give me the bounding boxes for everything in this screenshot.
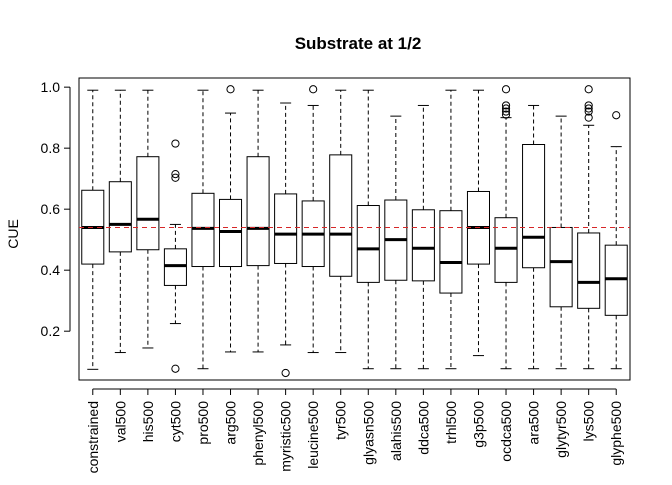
- box-iqr: [246, 156, 270, 267]
- x-tick-label: glyphe500: [608, 401, 624, 466]
- box-iqr: [439, 210, 463, 294]
- x-tick-label: myristic500: [278, 401, 294, 472]
- plot-frame: [78, 77, 631, 381]
- x-axis: constrained val500 his500 cyt500 pro500 arg50…: [85, 388, 624, 473]
- box-iqr: [577, 232, 601, 309]
- box-iqr: [329, 154, 353, 277]
- outlier-point: [584, 85, 593, 94]
- outlier-point: [584, 104, 593, 113]
- box-glyasn500: [356, 89, 380, 370]
- outlier-point: [584, 101, 593, 110]
- x-tick-label: ddca500: [415, 401, 431, 455]
- box-val500: [108, 89, 132, 354]
- outlier-point: [584, 113, 593, 122]
- x-tick-label: ocdca500: [498, 401, 514, 462]
- box-alahis500: [384, 115, 408, 370]
- y-tick-label: 0.8: [41, 140, 61, 156]
- box-iqr: [549, 226, 573, 308]
- box-phenyl500: [246, 89, 270, 353]
- box-constrained: [81, 89, 105, 370]
- box-arg500: [219, 85, 243, 353]
- chart-title: Substrate at 1/2: [295, 34, 422, 53]
- outlier-point: [171, 173, 180, 182]
- outlier-point: [501, 107, 511, 116]
- box-pro500: [191, 89, 215, 370]
- x-tick-label: ara500: [526, 401, 542, 445]
- x-tick-label: phenyl500: [250, 401, 266, 466]
- box-cyt500: [163, 139, 187, 373]
- box-iqr: [274, 193, 298, 264]
- box-lys500: [577, 85, 601, 370]
- outlier-point: [501, 85, 511, 94]
- y-tick-label: 1.0: [41, 79, 61, 95]
- outlier-point: [584, 107, 593, 116]
- x-tick-label: cyt500: [167, 401, 183, 442]
- box-iqr: [356, 205, 380, 283]
- outlier-point: [612, 111, 621, 120]
- x-tick-label: val500: [112, 401, 128, 442]
- box-iqr: [191, 192, 215, 268]
- box-iqr: [108, 181, 132, 253]
- box-iqr: [522, 144, 546, 269]
- box-his500: [136, 89, 160, 349]
- x-tick-label: alahis500: [388, 401, 404, 461]
- box-ddca500: [411, 104, 435, 370]
- outlier-point: [226, 85, 235, 94]
- outlier-point: [501, 101, 511, 110]
- y-tick-label: 0.6: [41, 201, 61, 217]
- x-tick-label: lys500: [581, 401, 597, 442]
- x-tick-label: pro500: [195, 401, 211, 445]
- x-tick-label: his500: [140, 401, 156, 442]
- outlier-point: [501, 110, 511, 119]
- x-tick-label: glyasn500: [360, 401, 376, 465]
- box-series: [81, 85, 628, 378]
- box-glytyr500: [549, 115, 573, 370]
- outlier-point: [171, 364, 180, 373]
- box-iqr: [411, 209, 435, 282]
- x-tick-label: constrained: [85, 401, 101, 473]
- x-tick-label: arg500: [223, 401, 239, 445]
- box-glyphe500: [604, 111, 628, 370]
- outlier-point: [171, 139, 180, 148]
- outlier-point: [501, 104, 511, 113]
- y-axis-label: CUE: [5, 219, 21, 249]
- box-ara500: [522, 104, 546, 370]
- box-ocdca500: [494, 85, 518, 370]
- outlier-point: [281, 368, 290, 378]
- box-iqr: [219, 198, 243, 268]
- x-tick-label: tyr500: [333, 401, 349, 440]
- x-tick-label: glytyr500: [553, 401, 569, 458]
- outlier-point: [171, 169, 180, 179]
- box-myristic500: [274, 102, 298, 378]
- box-iqr: [604, 244, 628, 316]
- box-trhl500: [439, 89, 463, 370]
- y-tick-label: 0.2: [41, 323, 61, 339]
- box-iqr: [163, 248, 187, 286]
- x-tick-label: g3p500: [470, 401, 486, 448]
- x-tick-label: leucine500: [305, 401, 321, 469]
- box-iqr: [136, 156, 160, 251]
- box-tyr500: [329, 89, 353, 354]
- box-iqr: [494, 217, 518, 283]
- box-leucine500: [301, 85, 325, 354]
- box-g3p500: [466, 89, 490, 357]
- outlier-point: [309, 85, 318, 94]
- x-tick-label: trhl500: [443, 401, 459, 444]
- y-axis: 0.2 0.4 0.6 0.8 1.0: [41, 79, 71, 339]
- y-tick-label: 0.4: [41, 262, 61, 278]
